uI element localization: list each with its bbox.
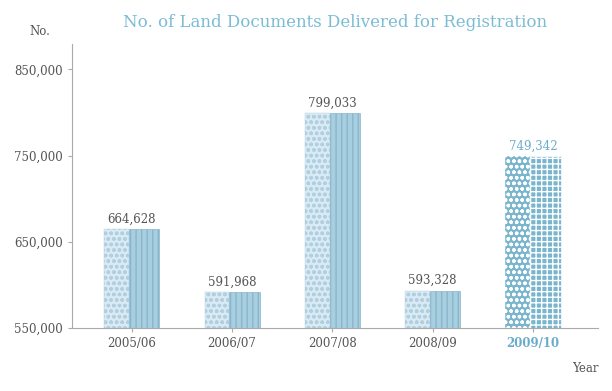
Text: 664,628: 664,628 (108, 213, 156, 226)
Text: 593,328: 593,328 (408, 274, 457, 287)
Bar (530, 156, 561, 328)
Bar (230, 292, 259, 328)
Bar (104, 229, 129, 328)
Bar (330, 113, 360, 328)
Bar (506, 156, 530, 328)
Bar (430, 291, 460, 328)
Bar (204, 292, 230, 328)
Text: 799,033: 799,033 (308, 97, 357, 110)
Text: 749,342: 749,342 (509, 140, 558, 153)
Title: No. of Land Documents Delivered for Registration: No. of Land Documents Delivered for Regi… (123, 14, 547, 31)
Text: 591,968: 591,968 (208, 275, 256, 289)
Bar (305, 113, 330, 328)
Bar (129, 229, 159, 328)
Text: No.: No. (29, 25, 50, 38)
Bar (405, 291, 430, 328)
Text: Year: Year (572, 362, 598, 375)
